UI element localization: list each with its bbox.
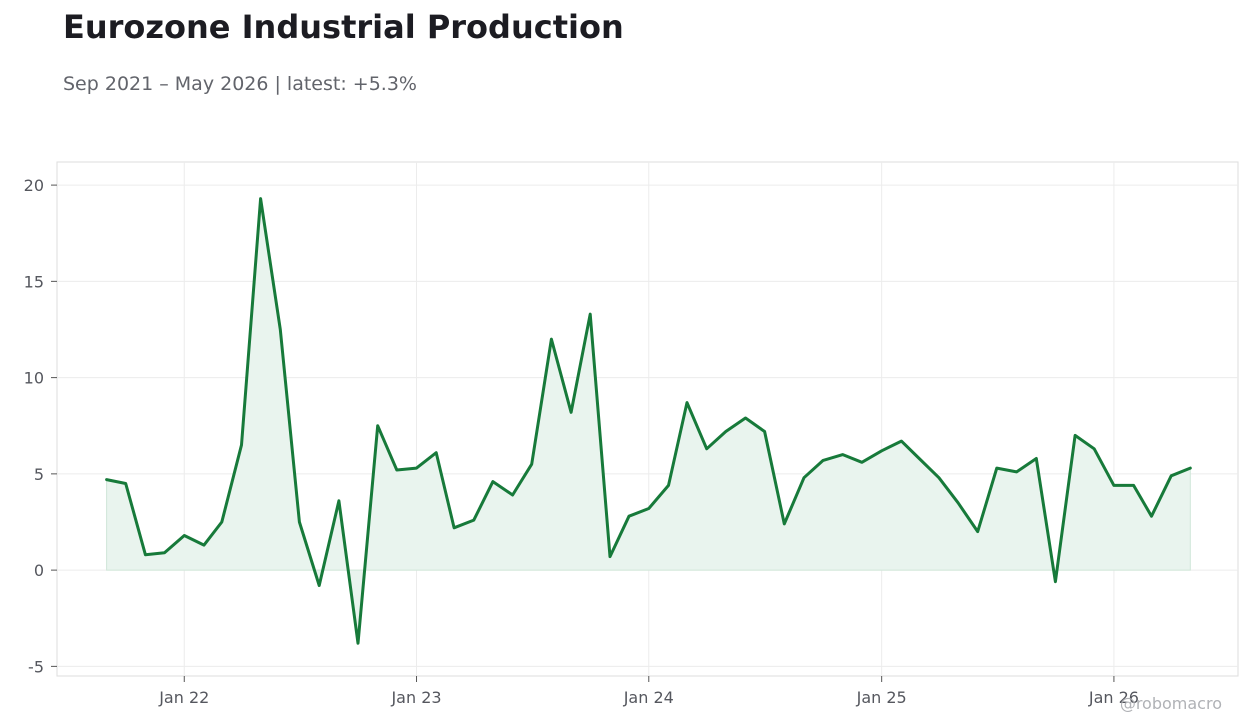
data-point: [761, 428, 769, 436]
data-point: [450, 524, 458, 532]
x-tick-label: Jan 23: [390, 688, 441, 707]
watermark: @robomacro: [1119, 694, 1222, 713]
data-point: [683, 399, 691, 407]
y-tick-label: 5: [34, 465, 44, 484]
data-point: [200, 541, 208, 549]
data-point: [1167, 472, 1175, 480]
data-point: [625, 512, 633, 520]
data-point: [780, 520, 788, 528]
data-point: [180, 532, 188, 540]
data-point: [703, 445, 711, 453]
data-point: [1130, 481, 1138, 489]
data-point: [1051, 578, 1059, 586]
data-point: [858, 458, 866, 466]
data-point: [897, 437, 905, 445]
data-point: [819, 456, 827, 464]
data-point: [315, 582, 323, 590]
chart-subtitle: Sep 2021 – May 2026 | latest: +5.3%: [63, 73, 417, 95]
data-point: [393, 466, 401, 474]
x-tick-label: Jan 24: [623, 688, 674, 707]
y-tick-label: 0: [34, 561, 44, 580]
data-point: [1148, 512, 1156, 520]
data-point: [1186, 464, 1194, 472]
data-point: [295, 518, 303, 526]
data-point: [722, 428, 730, 436]
data-point: [257, 195, 265, 203]
data-point: [878, 447, 886, 455]
data-point: [993, 464, 1001, 472]
series-line: [105, 197, 1192, 645]
series-line-layer: [103, 195, 1194, 647]
data-point: [335, 497, 343, 505]
data-point: [915, 455, 923, 463]
x-tick-label: Jan 25: [856, 688, 907, 707]
x-axis-ticks: Jan 22 Jan 23 Jan 24 Jan 25 Jan 26: [158, 676, 1139, 707]
data-point: [567, 408, 575, 416]
data-point: [1071, 431, 1079, 439]
chart-title: Eurozone Industrial Production: [63, 8, 624, 46]
grid-lines: [57, 162, 1238, 676]
data-point: [547, 335, 555, 343]
data-point: [161, 549, 169, 557]
data-point: [974, 528, 982, 536]
data-point: [374, 422, 382, 430]
data-point: [800, 474, 808, 482]
data-point: [935, 474, 943, 482]
y-tick-label: 20: [24, 176, 44, 195]
data-point: [665, 481, 673, 489]
data-point: [586, 310, 594, 318]
data-point: [354, 639, 362, 647]
data-point: [276, 326, 284, 334]
data-point: [489, 478, 497, 486]
data-point: [413, 464, 421, 472]
data-point: [839, 451, 847, 459]
data-point: [954, 499, 962, 507]
y-tick-label: -5: [28, 657, 44, 676]
y-axis-ticks: -5 0 5 10 15 20: [24, 176, 57, 676]
data-point: [103, 476, 111, 484]
data-point: [1013, 468, 1021, 476]
plot-frame: [56, 161, 1239, 677]
data-point: [122, 480, 130, 488]
data-point: [141, 551, 149, 559]
data-point: [528, 460, 536, 468]
y-tick-label: 15: [24, 272, 44, 291]
x-tick-label: Jan 26: [1088, 688, 1139, 707]
data-point: [742, 414, 750, 422]
data-point: [606, 553, 614, 561]
y-tick-label: 10: [24, 369, 44, 388]
x-tick-label: Jan 22: [158, 688, 209, 707]
data-point: [645, 505, 653, 513]
data-point: [218, 518, 226, 526]
data-point: [432, 449, 440, 457]
data-point: [1032, 455, 1040, 463]
data-point: [1110, 481, 1118, 489]
data-point: [238, 441, 246, 449]
data-point: [509, 491, 517, 499]
data-point: [470, 516, 478, 524]
data-point: [1090, 445, 1098, 453]
